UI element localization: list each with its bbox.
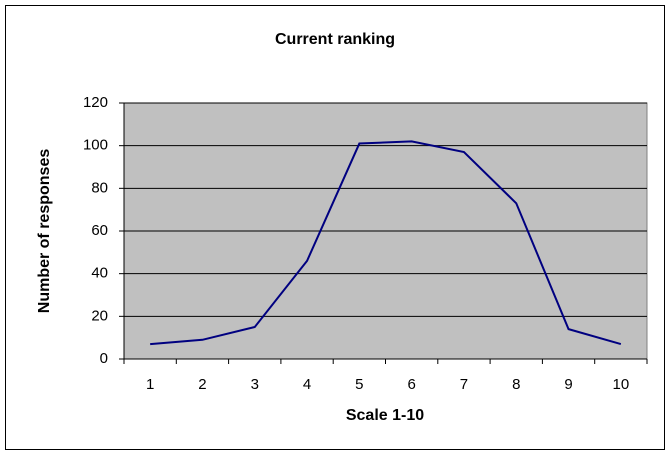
- y-tick-label: 60: [91, 222, 108, 239]
- x-tick-label: 6: [407, 376, 415, 393]
- y-tick-label: 120: [83, 94, 108, 111]
- y-tick-label: 0: [100, 350, 108, 367]
- x-tick-label: 9: [564, 376, 572, 393]
- y-tick-label: 80: [91, 179, 108, 196]
- x-tick-label: 4: [303, 376, 311, 393]
- x-tick-label: 2: [198, 376, 206, 393]
- chart-title: Current ranking: [275, 31, 395, 48]
- x-axis-label: Scale 1-10: [346, 407, 424, 424]
- data-line: [150, 140, 622, 346]
- y-tick-label: 100: [83, 137, 108, 154]
- y-axis-label: Number of responses: [36, 149, 53, 314]
- x-tick-label: 5: [355, 376, 363, 393]
- x-tick-label: 1: [146, 376, 154, 393]
- y-tick-label: 20: [91, 307, 108, 324]
- x-tick-label: 8: [512, 376, 520, 393]
- y-tick-label: 40: [91, 265, 108, 282]
- x-tick-label: 10: [613, 376, 630, 393]
- x-tick-label: 3: [251, 376, 259, 393]
- x-tick-label: 7: [460, 376, 468, 393]
